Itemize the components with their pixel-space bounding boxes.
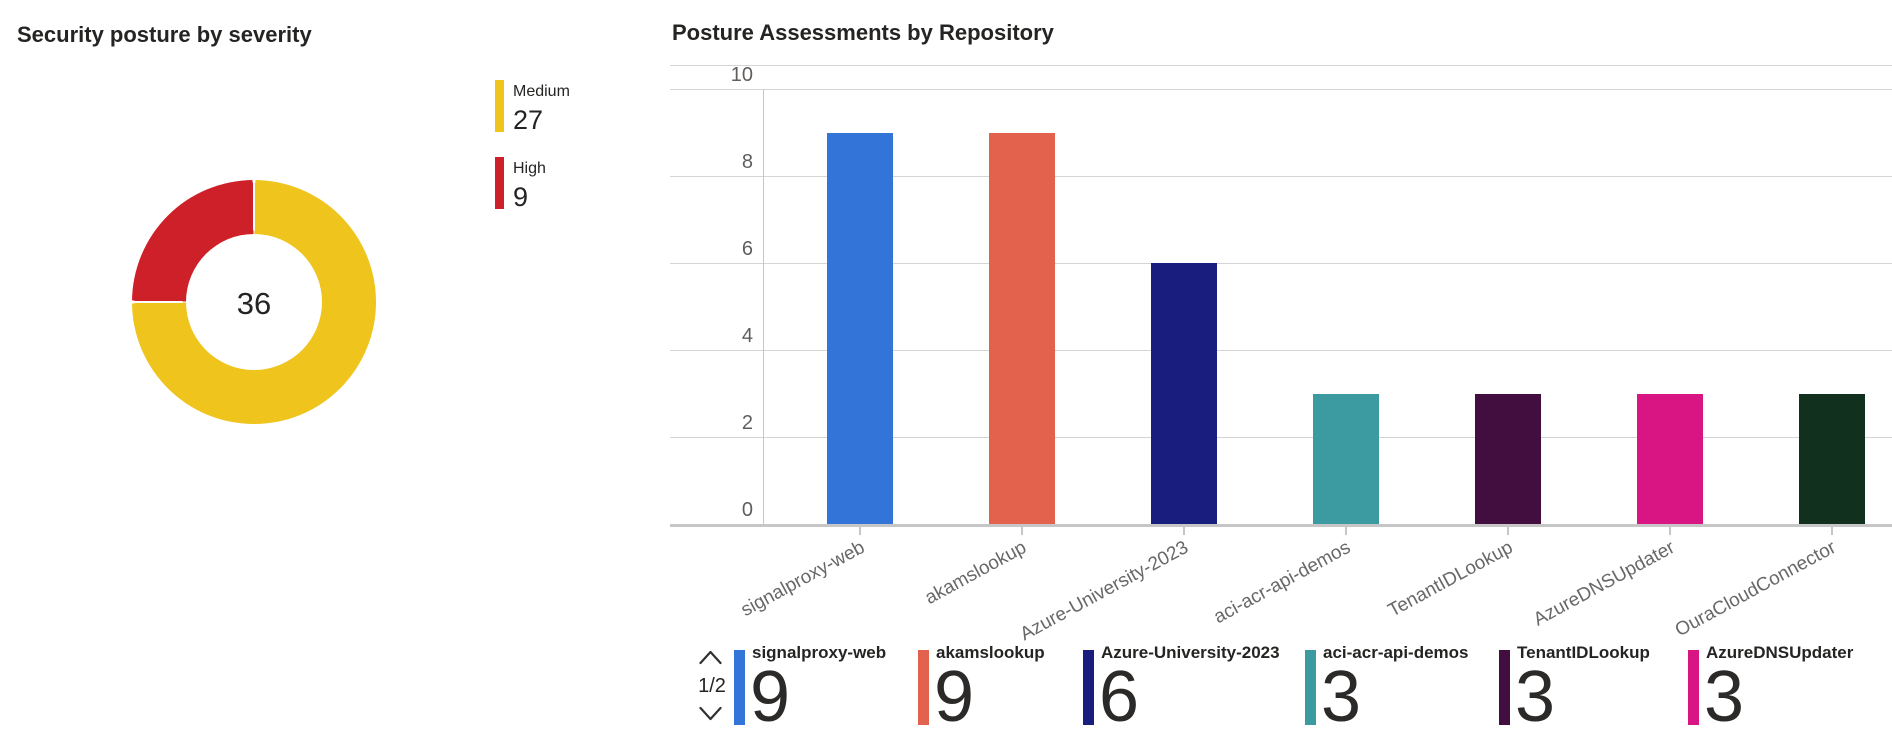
bar-legend-item-akamslookup[interactable]: akamslookup 9 [918, 643, 1108, 753]
legend-item-value: 6 [1099, 657, 1140, 737]
legend-item-value: 9 [750, 657, 791, 737]
bar-legend-item-aci-acr-api-demos[interactable]: aci-acr-api-demos 3 [1305, 643, 1495, 753]
bar-legend-item-azurednsupdater[interactable]: AzureDNSUpdater 3 [1688, 643, 1878, 753]
legend-item-value: 3 [1515, 657, 1556, 737]
chevron-down-icon[interactable] [699, 706, 722, 721]
bar-aci-acr-api-demos[interactable] [1313, 393, 1379, 524]
x-category-label-azure-university-2023: Azure-University-2023 [1016, 537, 1193, 646]
repository-panel-title: Posture Assessments by Repository [672, 20, 1054, 45]
legend-color-bar [1083, 650, 1094, 725]
legend-color-bar [495, 157, 504, 209]
legend-item-value: 9 [934, 657, 975, 737]
legend-item-label: signalproxy-web [752, 643, 887, 662]
legend-color-bar [1688, 650, 1699, 725]
x-category-label-akamslookup: akamslookup [921, 537, 1031, 609]
legend-item-label: High [513, 160, 546, 177]
y-tick-label-2: 2 [741, 412, 753, 434]
legend-color-bar [495, 80, 504, 132]
bar-legend-item-azure-university-2023[interactable]: Azure-University-2023 6 [1083, 643, 1280, 753]
legend-item-label: Azure-University-2023 [1101, 643, 1280, 662]
bar-azurednsupdater[interactable] [1637, 393, 1703, 524]
y-tick-label-10: 10 [730, 64, 753, 86]
y-tick-label-8: 8 [741, 151, 753, 173]
legend-item-label: akamslookup [936, 643, 1045, 662]
y-tick-label-4: 4 [741, 325, 753, 347]
bar-legend-item-signalproxy-web[interactable]: signalproxy-web 9 [734, 643, 924, 753]
x-axis-line [670, 524, 1892, 527]
chevron-up-icon[interactable] [699, 650, 722, 665]
x-category-label-azurednsupdater: AzureDNSUpdater [1529, 537, 1679, 631]
y-axis-line [763, 89, 764, 527]
donut-hole [186, 234, 322, 370]
donut-legend-item-medium[interactable]: Medium 27 [495, 80, 615, 135]
legend-color-bar [918, 650, 929, 725]
bar-azure-university-2023[interactable] [1151, 263, 1217, 524]
gridline-y-6 [670, 263, 1892, 264]
donut-total-value: 36 [236, 286, 272, 321]
legend-item-value: 3 [1321, 657, 1362, 737]
legend-item-label: AzureDNSUpdater [1706, 643, 1854, 662]
bar-akamslookup[interactable] [989, 132, 1055, 524]
x-tick-aci-acr-api-demos [1345, 527, 1347, 535]
gridline-y-8 [670, 176, 1892, 177]
gridline-y-10 [670, 89, 1892, 90]
bar-signalproxy-web[interactable] [827, 132, 893, 524]
bar-ouracloudconnector[interactable] [1799, 393, 1865, 524]
x-tick-azure-university-2023 [1183, 527, 1185, 535]
x-category-label-ouracloudconnector: OuraCloudConnector [1672, 537, 1841, 642]
legend-item-value: 3 [1704, 657, 1745, 737]
legend-item-label: aci-acr-api-demos [1323, 643, 1469, 662]
gridline-y-4 [670, 350, 1892, 351]
donut-legend-item-high[interactable]: High 9 [495, 157, 615, 212]
y-tick-label-6: 6 [741, 238, 753, 260]
severity-panel-title: Security posture by severity [17, 22, 312, 47]
x-category-label-signalproxy-web: signalproxy-web [737, 537, 869, 621]
x-tick-signalproxy-web [859, 527, 861, 535]
legend-item-value: 27 [513, 105, 544, 135]
legend-color-bar [1305, 650, 1316, 725]
x-category-label-tenantidlookup: TenantIDLookup [1384, 537, 1517, 622]
bar-legend-item-tenantidlookup[interactable]: TenantIDLookup 3 [1499, 643, 1689, 753]
x-tick-ouracloudconnector [1831, 527, 1833, 535]
x-tick-akamslookup [1021, 527, 1023, 535]
pager-label: 1/2 [698, 675, 726, 697]
bar-tenantidlookup[interactable] [1475, 393, 1541, 524]
gridline-y-2 [670, 437, 1892, 438]
x-tick-azurednsupdater [1669, 527, 1671, 535]
legend-color-bar [1499, 650, 1510, 725]
legend-item-label: Medium [513, 83, 570, 100]
legend-item-label: TenantIDLookup [1517, 643, 1650, 662]
legend-color-bar [734, 650, 745, 725]
plot-top-border [670, 65, 1892, 66]
legend-item-value: 9 [513, 182, 529, 212]
y-tick-label-0: 0 [741, 499, 753, 521]
x-tick-tenantidlookup [1507, 527, 1509, 535]
x-category-label-aci-acr-api-demos: aci-acr-api-demos [1210, 537, 1355, 629]
